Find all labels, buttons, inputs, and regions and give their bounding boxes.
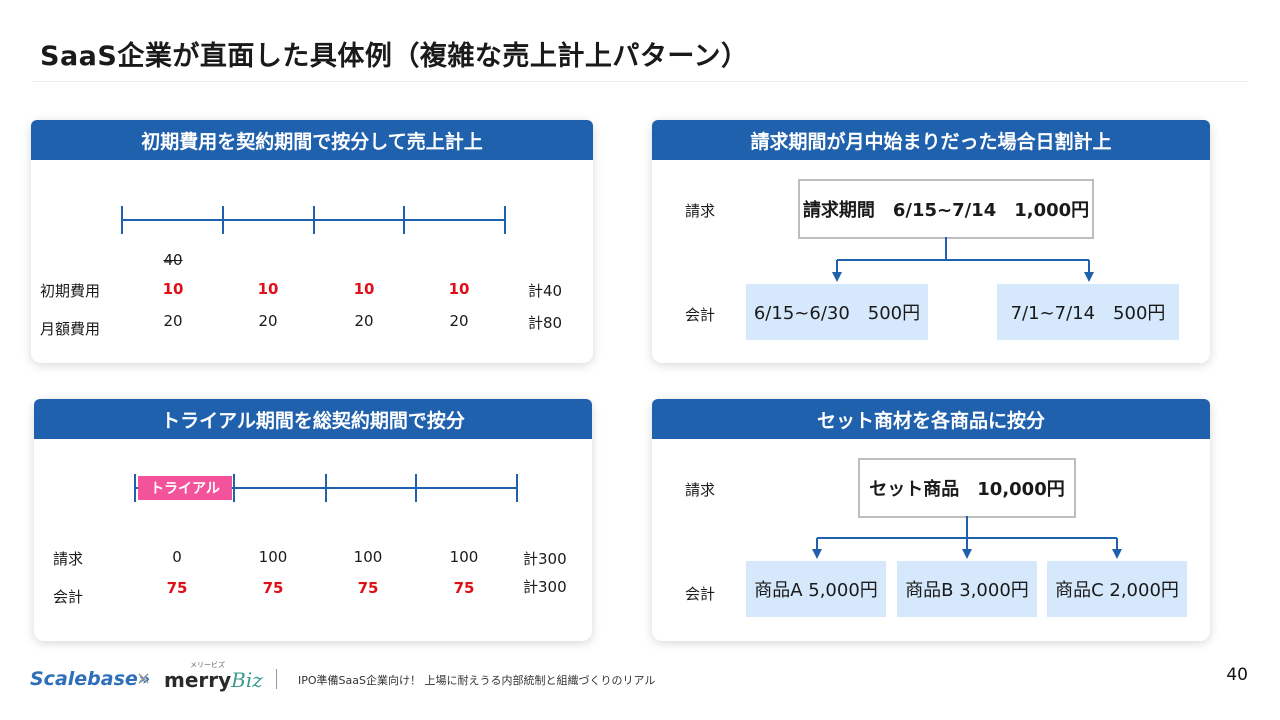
panel-initial-fee-header: 初期費用を契約期間で按分して売上計上 <box>31 120 593 160</box>
split-arrows <box>812 516 1122 559</box>
row-value: 10 <box>448 280 470 298</box>
row-value: 100 <box>353 548 383 566</box>
panel-prorated-billing: 請求期間が月中始まりだった場合日割計上 請求 会計 請求期間 6/15~7/14… <box>652 120 1210 363</box>
footer-divider <box>276 669 277 689</box>
row-value: 100 <box>258 548 288 566</box>
merrybiz-logo: merryBiz <box>164 668 263 692</box>
row-total: 計80 <box>528 314 563 332</box>
row-label: 請求 <box>53 550 84 568</box>
merrybiz-logo-ruby: メリービズ <box>190 661 225 669</box>
panel-trial-allocation-header: トライアル期間を総契約期間で按分 <box>34 399 592 439</box>
row-value: 10 <box>257 280 279 298</box>
merrybiz-logo-a: merry <box>164 668 232 692</box>
timeline <box>121 206 506 234</box>
merrybiz-logo-b: Biz <box>231 668 263 692</box>
row-value: 75 <box>166 579 188 597</box>
accounting-label: 会計 <box>685 585 716 603</box>
row-label: 会計 <box>53 588 84 606</box>
title-divider <box>32 81 1248 82</box>
trial-period-badge: トライアル <box>138 476 232 500</box>
product-box: 商品C 2,000円 <box>1047 561 1187 617</box>
product-box: 商品B 3,000円 <box>897 561 1037 617</box>
arrow-head <box>962 549 972 559</box>
row-total: 計300 <box>523 550 567 568</box>
footer-caption: IPO準備SaaS企業向け！ 上場に耐えうる内部統制と組織づくりのリアル <box>298 674 656 687</box>
row-value: 75 <box>262 579 284 597</box>
row-value: 75 <box>453 579 475 597</box>
row-total: 計40 <box>528 282 563 300</box>
arrow-head <box>812 549 822 559</box>
billing-period-box: 請求期間 6/15~7/14 1,000円 <box>798 179 1094 239</box>
panel-trial-allocation: トライアル期間を総契約期間で按分 トライアル 請求 0 100 100 100 … <box>34 399 592 641</box>
row-value: 10 <box>162 280 184 298</box>
split-box: 7/1~7/14 500円 <box>997 284 1179 340</box>
original-value: 40 <box>163 251 183 269</box>
split-arrows <box>832 237 1094 282</box>
split-box: 6/15~6/30 500円 <box>746 284 928 340</box>
row-label: 初期費用 <box>40 282 101 300</box>
scalebase-logo: Scalebase» <box>30 668 151 690</box>
arrow-head <box>1084 272 1094 282</box>
page-title: SaaS企業が直面した具体例（複雑な売上計上パターン） <box>40 41 749 72</box>
billing-label: 請求 <box>685 202 716 220</box>
row-total: 計300 <box>523 578 567 596</box>
row-label: 月額費用 <box>40 320 101 338</box>
bundle-product-box: セット商品 10,000円 <box>858 458 1076 518</box>
trial-timeline <box>134 474 518 502</box>
row-value: 100 <box>449 548 479 566</box>
row-value: 20 <box>163 312 183 330</box>
arrow-head <box>1112 549 1122 559</box>
row-value: 10 <box>353 280 375 298</box>
row-value: 0 <box>172 548 182 566</box>
product-box: 商品A 5,000円 <box>746 561 886 617</box>
billing-label: 請求 <box>685 481 716 499</box>
row-value: 20 <box>449 312 469 330</box>
row-value: 20 <box>258 312 278 330</box>
page-number: 40 <box>1226 665 1248 685</box>
panel-bundle-allocation: セット商材を各商品に按分 請求 会計 セット商品 10,000円 商品A 5,0… <box>652 399 1210 641</box>
panel-initial-fee: 初期費用を契約期間で按分して売上計上 40 初期費用 10 10 10 10 計… <box>31 120 593 363</box>
accounting-label: 会計 <box>685 306 716 324</box>
panel-prorated-billing-header: 請求期間が月中始まりだった場合日割計上 <box>652 120 1210 160</box>
arrow-head <box>832 272 842 282</box>
row-value: 75 <box>357 579 379 597</box>
row-value: 20 <box>354 312 374 330</box>
times-symbol: × <box>136 668 152 689</box>
panel-bundle-allocation-header: セット商材を各商品に按分 <box>652 399 1210 439</box>
